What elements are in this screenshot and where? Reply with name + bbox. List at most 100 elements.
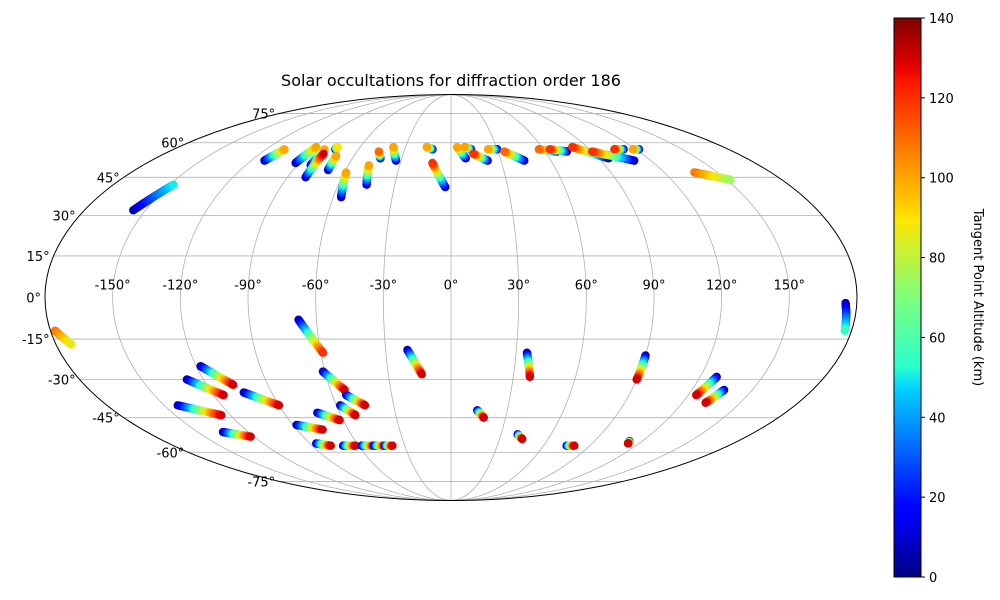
occultation-track	[313, 408, 344, 425]
occultation-track	[422, 142, 437, 154]
occultation-track	[701, 385, 729, 407]
track-point	[726, 175, 735, 184]
longitude-tick-label: 120°	[706, 279, 737, 294]
longitude-tick-label: -30°	[369, 279, 397, 294]
occultation-track	[323, 151, 341, 175]
track-point	[169, 180, 178, 189]
track-point	[500, 147, 509, 156]
track-point	[517, 434, 527, 444]
longitude-gridline	[450, 94, 790, 501]
latitude-tick-label: -45°	[92, 412, 120, 427]
longitude-gridline	[450, 94, 655, 501]
occultation-track	[500, 147, 529, 165]
track-point	[479, 413, 488, 422]
track-point	[341, 168, 351, 177]
track-point	[428, 158, 437, 168]
longitude-tick-label: 60°	[575, 279, 598, 294]
track-point	[701, 398, 710, 407]
track-point	[417, 370, 426, 379]
occultation-track	[380, 441, 397, 450]
track-point	[335, 415, 344, 425]
track-point	[534, 145, 544, 154]
track-point	[632, 375, 641, 384]
track-point	[67, 340, 76, 349]
occultation-track	[331, 142, 342, 154]
occultation-track	[403, 345, 426, 379]
longitude-tick-label: 150°	[774, 279, 805, 294]
track-point	[318, 425, 327, 434]
occultation-track	[173, 401, 226, 420]
occultation-track	[294, 315, 328, 357]
occultation-track	[513, 430, 527, 444]
occultation-track	[301, 149, 328, 182]
longitude-tick-label: 90°	[642, 279, 665, 294]
longitude-tick-label: 30°	[507, 279, 530, 294]
occultation-track	[239, 388, 284, 410]
track-point	[351, 441, 360, 450]
longitude-gridline	[450, 94, 520, 501]
track-point	[840, 326, 850, 335]
occultation-track	[460, 142, 476, 154]
track-point	[389, 142, 398, 152]
occultation-track	[218, 427, 255, 441]
colorbar-tick-labels: 0 20 40 60 80 100 120 140	[921, 12, 954, 586]
longitude-tick-label: -90°	[234, 279, 262, 294]
latitude-tick-label: 75°	[252, 108, 275, 123]
longitude-gridline	[112, 94, 452, 501]
track-point	[525, 372, 535, 382]
colorbar: 0 20 40 60 80 100 120 140 Tangent Point Altitud…	[893, 12, 985, 586]
track-point	[623, 439, 633, 448]
longitude-tick-label: 0°	[444, 279, 459, 294]
latitude-tick-label: 0°	[26, 292, 41, 307]
track-point	[274, 401, 284, 410]
track-point	[628, 145, 638, 154]
longitude-tick-label: -60°	[302, 279, 330, 294]
track-point	[228, 380, 238, 389]
latitude-tick-label: 30°	[53, 209, 76, 224]
longitude-gridline	[450, 94, 587, 501]
colorbar-tick-label: 20	[929, 491, 946, 506]
occultation-track	[483, 145, 502, 154]
occultation-track	[428, 158, 450, 192]
track-point	[351, 411, 360, 420]
track-point	[219, 390, 228, 400]
occultation-track	[690, 168, 735, 184]
track-point	[333, 142, 342, 152]
occultation-track	[362, 161, 374, 189]
occultation-track	[473, 406, 488, 422]
occultation-track	[692, 372, 721, 400]
occultation-track	[292, 420, 327, 434]
track-point	[460, 142, 469, 152]
occultation-track	[469, 149, 492, 165]
occultation-track	[291, 142, 321, 168]
map-grid	[53, 94, 849, 501]
colorbar-gradient	[893, 17, 922, 578]
longitude-tick-label: -120°	[162, 279, 198, 294]
longitude-gridline	[247, 94, 452, 501]
track-point	[318, 348, 328, 357]
occultation-track	[129, 180, 178, 215]
occultation-track	[628, 145, 644, 154]
colorbar-tick-label: 60	[929, 331, 946, 346]
track-point	[587, 147, 597, 156]
track-point	[319, 149, 328, 158]
latitude-tick-label: -60°	[157, 446, 185, 461]
occultation-track	[318, 367, 349, 395]
occultation-track	[341, 390, 370, 410]
occultation-track	[336, 168, 351, 202]
latitude-tick-label: 45°	[97, 171, 120, 186]
map-outline	[44, 94, 858, 501]
track-point	[452, 142, 462, 152]
track-point	[570, 441, 579, 450]
track-point	[331, 151, 341, 161]
latitude-tick-label: 60°	[161, 137, 184, 152]
occultation-track	[452, 142, 470, 163]
track-point	[388, 441, 397, 450]
occultation-track	[312, 439, 335, 450]
track-point	[469, 149, 478, 158]
occultation-track	[840, 298, 851, 335]
track-point	[217, 411, 226, 420]
latitude-tick-label: 15°	[27, 250, 50, 265]
track-point	[610, 145, 619, 154]
